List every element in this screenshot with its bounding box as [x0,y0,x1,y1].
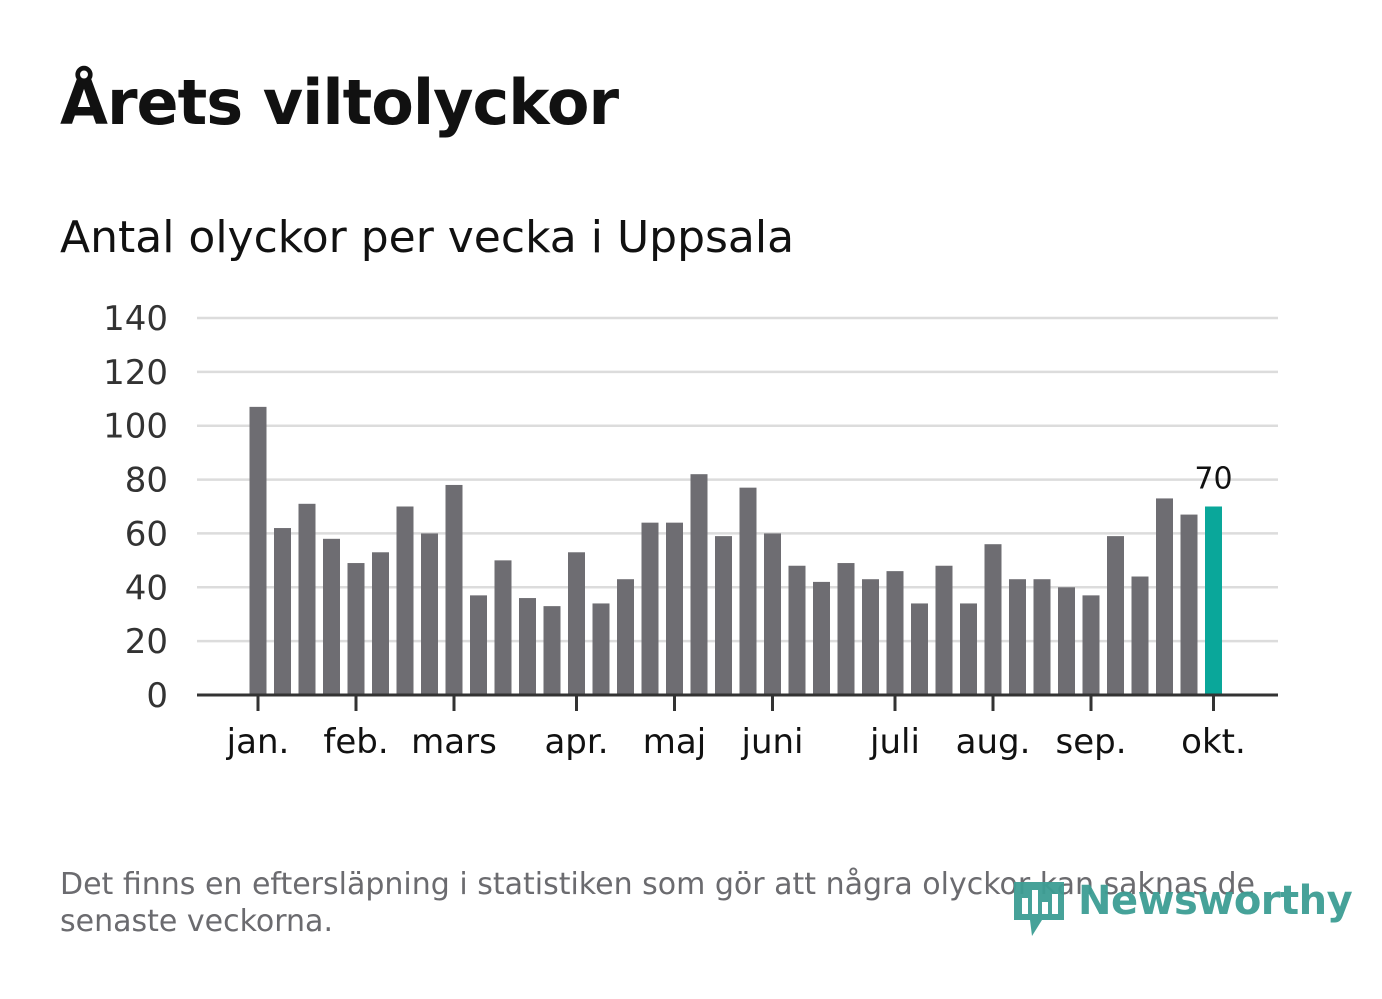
bar [568,552,585,695]
y-tick-label: 80 [125,461,168,501]
bar [641,522,659,695]
bar [862,579,879,695]
bar [249,406,267,695]
bar [984,544,1002,695]
bar [1131,576,1149,695]
bar [813,581,830,695]
x-tick-label: jan. [226,722,290,762]
x-tick-label: feb. [323,722,388,762]
bar [372,552,389,695]
x-tick-label: okt. [1181,722,1246,762]
bar [298,503,316,695]
bar [347,563,365,695]
label-layer: 0 20 40 60 80 100 120 140 jan. feb. mars apr. maj jun… [103,299,1246,762]
newsworthy-logo-icon [1014,882,1064,936]
x-tick-label: aug. [956,722,1031,762]
bar [323,538,340,695]
bar [1156,498,1173,695]
y-tick-label: 100 [103,407,168,447]
y-tick-label: 0 [146,676,168,716]
axis-layer [197,693,1278,711]
chart-subtitle: Antal olyckor per vecka i Uppsala [60,212,795,263]
chart-title: Årets viltolyckor [60,66,619,139]
x-tick-label: juni [741,722,804,762]
bar [617,579,634,695]
x-tick-label: apr. [544,722,608,762]
x-tick-label: juli [869,722,920,762]
bar [274,528,291,695]
bar [960,603,977,695]
bar [715,536,732,695]
logo-text: Newsworthy [1078,878,1353,924]
bar [519,598,536,695]
bar [690,474,708,695]
x-tick-label: mars [411,722,497,762]
bar [1107,536,1124,695]
bar [788,565,806,695]
y-tick-label: 40 [125,568,168,608]
x-tick-label: sep. [1055,722,1126,762]
bar [494,560,512,695]
newsworthy-logo: Newsworthy [1012,876,1353,940]
bar [396,506,414,695]
bar [421,533,438,695]
bar [886,571,904,695]
bar [764,533,781,695]
bar [1058,587,1075,695]
bar-highlight [1205,506,1222,695]
y-tick-label: 20 [125,622,168,662]
y-tick-label: 140 [103,299,168,339]
bar [1082,595,1100,695]
bar [837,563,855,695]
bar [470,595,487,695]
x-tick-label: maj [643,722,706,762]
bar [739,487,757,695]
bar [666,522,683,695]
y-tick-label: 60 [125,514,168,554]
bar [1180,514,1198,695]
bar [1033,579,1051,695]
bar [543,606,561,695]
bar [911,603,928,695]
bar [935,565,953,695]
y-tick-label: 120 [103,353,168,393]
data-label: 70 [1194,462,1232,497]
bar [592,603,610,695]
bar-chart: 0 20 40 60 80 100 120 140 jan. feb. mars apr. maj jun… [103,299,1278,762]
bar [445,484,463,695]
bar-layer [249,406,1222,695]
bar [1009,579,1026,695]
